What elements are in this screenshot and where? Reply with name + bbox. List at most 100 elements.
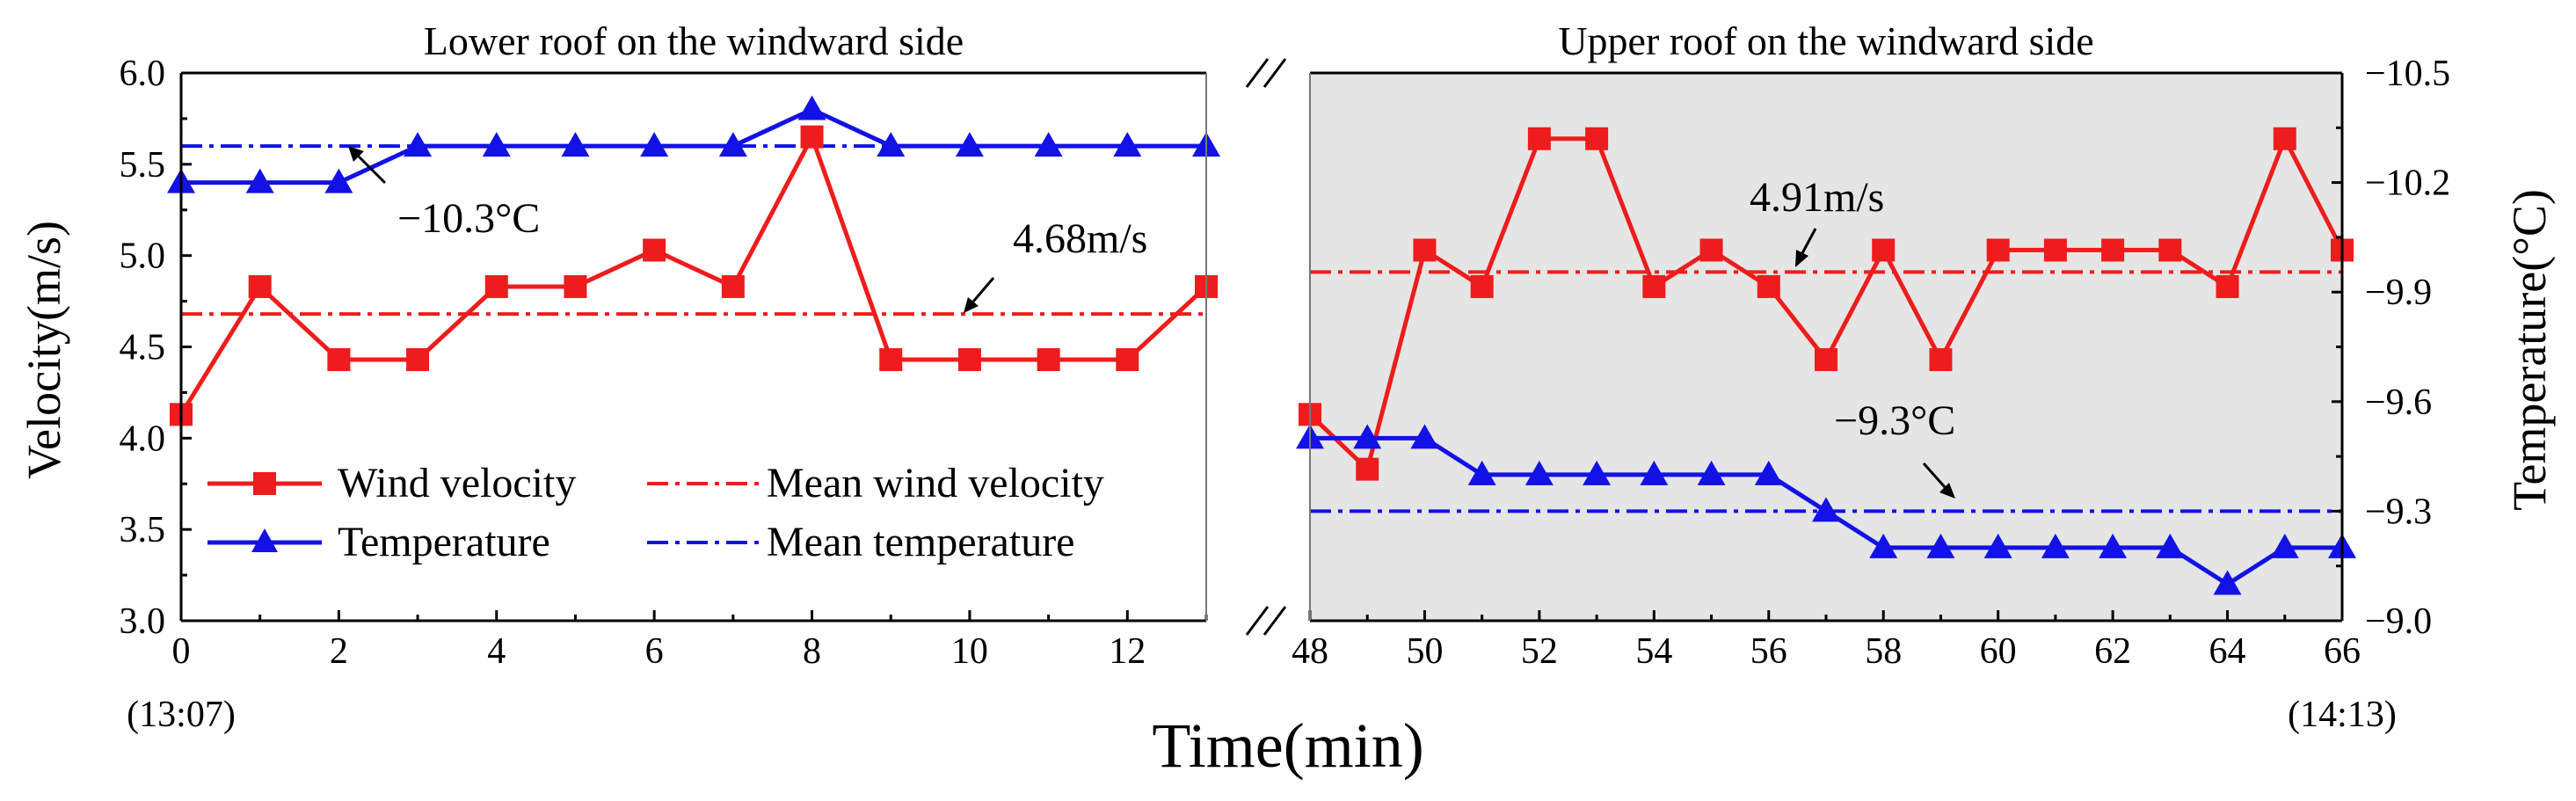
legend-mean-wind-label: Mean wind velocity bbox=[767, 460, 1104, 506]
x-tick-label: 8 bbox=[803, 631, 821, 672]
x-tick-label: 66 bbox=[2324, 631, 2361, 672]
wind-velocity-line-panel-1 bbox=[178, 131, 1208, 416]
temperature-point bbox=[1926, 533, 1955, 558]
wind-velocity-point bbox=[1699, 238, 1723, 262]
axis-break-mark-top bbox=[1245, 58, 1270, 88]
y-right-tick-label: −9.9 bbox=[2365, 273, 2432, 313]
start-time-label: (13:07) bbox=[127, 695, 236, 735]
x-tick-label: 4 bbox=[487, 631, 506, 672]
x-tick-label: 0 bbox=[172, 631, 191, 672]
wind-velocity-point bbox=[1929, 348, 1953, 372]
temperature-point bbox=[2213, 570, 2242, 595]
x-tick-label: 54 bbox=[1635, 631, 1672, 672]
y-left-tick-label: 5.5 bbox=[120, 145, 166, 186]
x-tick-label: 6 bbox=[645, 631, 664, 672]
y-left-tick-label: 3.0 bbox=[120, 601, 166, 642]
x-tick-label: 56 bbox=[1750, 631, 1787, 672]
y-left-tick-label: 3.5 bbox=[120, 510, 166, 550]
annot-arrowhead-left-temp bbox=[348, 146, 364, 162]
temperature-line-panel-1 bbox=[181, 106, 1206, 186]
y-right-tick-label: −10.5 bbox=[2365, 54, 2450, 94]
temperature-point bbox=[1113, 132, 1142, 157]
wind-velocity-point bbox=[1986, 238, 2010, 262]
temperature-point bbox=[1812, 497, 1840, 522]
temperature-point bbox=[2156, 533, 2185, 558]
x-tick-label: 2 bbox=[330, 631, 348, 672]
temperature-point bbox=[797, 95, 826, 120]
temperature-point bbox=[1754, 460, 1783, 485]
x-tick-label: 60 bbox=[1980, 631, 2017, 672]
wind-velocity-point bbox=[1757, 274, 1780, 298]
temperature-point bbox=[1410, 424, 1439, 449]
annot-arrowhead-left-wind bbox=[964, 297, 979, 313]
wind-velocity-point bbox=[1815, 348, 1837, 372]
annot-arrow-left-temp bbox=[357, 155, 387, 185]
y-right-tick-label: −9.3 bbox=[2365, 492, 2432, 532]
y-left-tick-label: 6.0 bbox=[120, 54, 166, 94]
axis-break-mark-bottom bbox=[1263, 606, 1287, 636]
temperature-point bbox=[640, 132, 669, 157]
axis-break-mark-bottom bbox=[1245, 606, 1270, 636]
y-right-tick-label: −10.2 bbox=[2365, 164, 2450, 204]
annot-left-mean-temp: −10.3°C bbox=[397, 195, 540, 242]
wind-velocity-point bbox=[721, 274, 745, 298]
temperature-point bbox=[1583, 460, 1612, 485]
wind-velocity-point bbox=[1872, 238, 1896, 262]
y-axis-label-left: Velocity(m/s) bbox=[18, 221, 70, 479]
right-panel-plot-area bbox=[1310, 73, 2342, 621]
y-left-tick-label: 5.0 bbox=[120, 237, 166, 277]
x-tick-label: 58 bbox=[1865, 631, 1902, 672]
x-tick-label: 64 bbox=[2209, 631, 2246, 672]
temperature-point bbox=[1524, 460, 1554, 485]
temperature-point bbox=[2099, 533, 2128, 558]
wind-velocity-point bbox=[327, 348, 351, 372]
right-panel-title: Upper roof on the windward side bbox=[1558, 18, 2093, 63]
left-panel-title: Lower roof on the windward side bbox=[424, 18, 964, 63]
x-axis-label: Time(min) bbox=[1152, 710, 1423, 781]
legend-temp-label: Temperature bbox=[338, 519, 550, 565]
temperature-point bbox=[1983, 533, 2012, 558]
temperature-point bbox=[2270, 533, 2299, 558]
temperature-point bbox=[718, 132, 747, 157]
wind-velocity-point bbox=[2216, 274, 2239, 298]
temperature-point bbox=[324, 168, 353, 193]
temperature-point bbox=[404, 132, 433, 157]
y-left-tick-label: 4.5 bbox=[120, 328, 166, 368]
temperature-point bbox=[1697, 460, 1726, 485]
wind-velocity-point bbox=[879, 348, 903, 372]
annot-right-mean-wind: 4.91m/s bbox=[1750, 174, 1884, 221]
temperature-point bbox=[1640, 460, 1669, 485]
wind-velocity-point bbox=[484, 274, 508, 298]
annot-left-mean-wind: 4.68m/s bbox=[1013, 215, 1147, 262]
temperature-point bbox=[955, 132, 984, 157]
wind-velocity-point bbox=[957, 348, 981, 372]
y-right-tick-label: −9.0 bbox=[2365, 601, 2432, 642]
x-tick-label: 10 bbox=[951, 631, 988, 672]
annot-arrow-left-wind bbox=[971, 277, 995, 302]
wind-velocity-point bbox=[1470, 274, 1494, 298]
axis-break-mark-top bbox=[1263, 58, 1287, 88]
annot-arrowhead-right-wind bbox=[1795, 250, 1808, 267]
wind-velocity-point bbox=[1585, 127, 1609, 150]
x-tick-label: 62 bbox=[2094, 631, 2131, 672]
wind-velocity-point bbox=[406, 348, 430, 372]
x-tick-label: 48 bbox=[1292, 631, 1328, 672]
wind-velocity-point bbox=[2158, 238, 2182, 262]
annot-right-mean-temp: −9.3°C bbox=[1834, 397, 1955, 444]
temperature-point bbox=[2041, 533, 2070, 558]
temperature-point bbox=[1467, 460, 1496, 485]
temperature-point bbox=[1869, 533, 1898, 558]
end-time-label: (14:13) bbox=[2288, 695, 2397, 735]
legend-wind-label: Wind velocity bbox=[338, 460, 576, 506]
wind-velocity-point bbox=[1356, 457, 1379, 481]
wind-velocity-point bbox=[1642, 274, 1666, 298]
wind-velocity-point bbox=[248, 274, 272, 298]
wind-velocity-point bbox=[800, 125, 824, 149]
wind-velocity-point bbox=[1527, 127, 1551, 150]
legend-mean-temp-label: Mean temperature bbox=[767, 519, 1074, 565]
wind-velocity-point bbox=[643, 238, 666, 262]
legend-wind-marker bbox=[253, 472, 276, 495]
temperature-point bbox=[482, 132, 511, 157]
temperature-point bbox=[1353, 424, 1382, 449]
legend: Wind velocity Mean wind velocity Tempera… bbox=[207, 460, 1104, 565]
